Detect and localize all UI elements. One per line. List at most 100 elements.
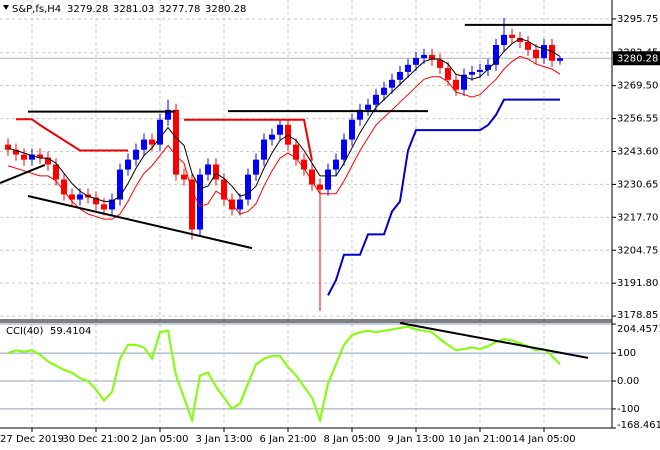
candle-body [517, 37, 523, 42]
candle-body [445, 67, 451, 80]
candle-body [389, 79, 395, 88]
y-tick-label: 100 [617, 348, 636, 359]
candle-body [141, 139, 147, 150]
candle-body [149, 139, 155, 145]
candle-body [189, 179, 195, 230]
candle-body [413, 57, 419, 65]
candle-body [453, 79, 459, 90]
price-tag [613, 51, 660, 66]
candle-body [21, 154, 27, 160]
y-tick-label: -100 [617, 404, 640, 415]
candle-body [237, 199, 243, 210]
candle-body [437, 59, 443, 68]
header-open: 3279.28 [67, 4, 108, 15]
candle-body [5, 144, 11, 150]
y-tick-label: 3204.75 [617, 245, 658, 256]
candle-body [101, 204, 107, 210]
candle-body [261, 139, 267, 160]
candle-body [221, 179, 227, 200]
candle-body [293, 144, 299, 160]
y-tick-label: 3230.65 [617, 179, 658, 190]
x-tick-label: 3 Jan 13:00 [196, 434, 253, 445]
candle-body [29, 154, 35, 160]
plot-area [0, 0, 612, 429]
y-tick-label: 3295.75 [617, 14, 658, 25]
x-tick-label: 30 Dec 21:00 [62, 434, 129, 445]
header-icon [3, 5, 9, 10]
candle-body [317, 184, 323, 190]
candle-body [301, 159, 307, 170]
candle-body [501, 34, 507, 45]
indicator-value: 59.4104 [50, 326, 91, 337]
y-tick-label: -168.4612 [617, 420, 660, 431]
candle-body [341, 139, 347, 160]
x-tick-label: 2 Jan 05:00 [132, 434, 189, 445]
candle-body [277, 124, 283, 135]
candle-body [541, 44, 547, 58]
x-tick-label: 27 Dec 2019 [0, 434, 64, 445]
candle-body [181, 174, 187, 180]
candle-body [533, 49, 539, 58]
candle-body [429, 54, 435, 60]
candle-body [37, 154, 43, 158]
overlay-line [7, 55, 561, 220]
candle-body [69, 194, 75, 200]
candle-body [117, 169, 123, 200]
candle-body [493, 44, 499, 65]
candle-body [53, 164, 59, 180]
x-tick-label: 9 Jan 13:00 [388, 434, 445, 445]
candle-body [469, 71, 475, 75]
candle-body [109, 199, 115, 210]
candle-body [173, 109, 179, 175]
candle-body [45, 157, 51, 165]
candle-body [309, 169, 315, 185]
candle-body [197, 174, 203, 230]
candle-body [365, 104, 371, 110]
candle-body [253, 159, 259, 175]
y-tick-label: 3191.80 [617, 278, 658, 289]
candle-body [13, 149, 19, 155]
candle-body [557, 58, 563, 61]
trend-line [0, 164, 46, 184]
candle-body [477, 69, 483, 72]
y-tick-label: 3217.70 [617, 212, 658, 223]
candle-body [509, 34, 515, 38]
candle-body [461, 74, 467, 90]
overlay-line [16, 118, 313, 161]
candle-body [165, 109, 171, 120]
header-high: 3281.03 [113, 4, 154, 15]
header-close: 3280.28 [205, 4, 246, 15]
candle-body [325, 169, 331, 190]
x-tick-label: 6 Jan 21:00 [260, 434, 317, 445]
candle-body [93, 197, 99, 205]
candle-body [421, 54, 427, 58]
candle-body [61, 179, 67, 195]
candle-body [397, 71, 403, 80]
candle-body [349, 119, 355, 140]
x-tick-label: 14 Jan 05:00 [512, 434, 575, 445]
candle-body [405, 64, 411, 72]
candle-body [269, 134, 275, 140]
candle-body [133, 149, 139, 160]
overlay-line [327, 98, 560, 296]
x-tick-label: 10 Jan 21:00 [448, 434, 511, 445]
chart-title: S&P,fs,H4 [12, 4, 61, 15]
candle-body [357, 109, 363, 120]
y-tick-label: 3269.50 [617, 81, 658, 92]
y-tick-label: 0.00 [617, 376, 639, 387]
indicator-name: CCI(40) [6, 326, 44, 337]
candle-body [381, 87, 387, 95]
trend-line [399, 322, 589, 359]
price-tag-label: 3280.28 [617, 53, 658, 64]
candle-body [205, 164, 211, 175]
y-tick-label: 204.4571 [617, 324, 660, 335]
y-tick-label: 3256.55 [617, 114, 658, 125]
candle-body [525, 41, 531, 50]
trend-line [27, 195, 253, 250]
candle-body [157, 119, 163, 145]
y-tick-label: 3178.85 [617, 310, 658, 321]
candle-body [549, 44, 555, 61]
